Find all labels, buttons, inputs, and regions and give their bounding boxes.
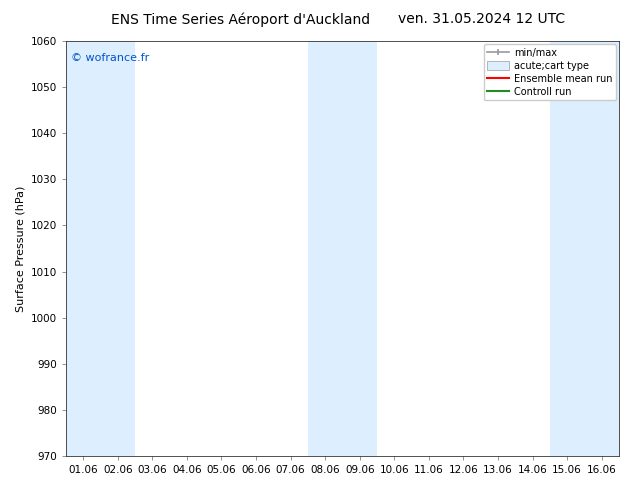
Y-axis label: Surface Pressure (hPa): Surface Pressure (hPa) bbox=[15, 185, 25, 312]
Text: © wofrance.fr: © wofrance.fr bbox=[72, 53, 150, 64]
Text: ven. 31.05.2024 12 UTC: ven. 31.05.2024 12 UTC bbox=[398, 12, 566, 26]
Bar bbox=[308, 41, 342, 456]
Legend: min/max, acute;cart type, Ensemble mean run, Controll run: min/max, acute;cart type, Ensemble mean … bbox=[484, 44, 616, 100]
Bar bbox=[585, 41, 619, 456]
Bar bbox=[342, 41, 377, 456]
Bar bbox=[100, 41, 135, 456]
Bar bbox=[550, 41, 585, 456]
Text: ENS Time Series Aéroport d'Auckland: ENS Time Series Aéroport d'Auckland bbox=[112, 12, 370, 27]
Bar bbox=[66, 41, 100, 456]
